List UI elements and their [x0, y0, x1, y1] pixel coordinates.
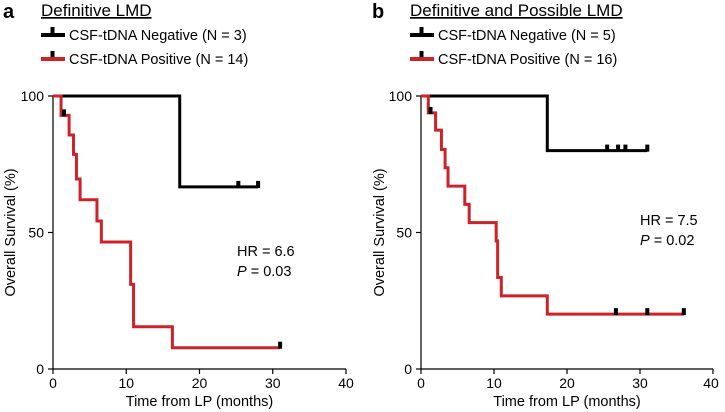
panel-b-y-axis-label: Overall Survival (%)	[372, 168, 388, 296]
panel-b-hr-text: HR = 7.5	[640, 213, 698, 229]
panel-a-xtick-label-20: 20	[192, 375, 208, 391]
panel-b-negative-survival-curve	[421, 94, 648, 153]
panel-a-letter: a	[3, 1, 15, 23]
panel-b-p-value: = 0.02	[650, 233, 695, 249]
panel-a-xtick-label-30: 30	[265, 375, 281, 391]
panel-b-legend-negative-label: CSF-tDNA Negative (N = 5)	[438, 28, 616, 44]
panel-b-title: Definitive and Possible LMD	[410, 1, 623, 20]
panel-b-legend-positive-label: CSF-tDNA Positive (N = 16)	[438, 52, 617, 68]
panel-b-negative-censor-mark-0	[605, 144, 610, 152]
panel-b-negative-censor-mark-2	[623, 144, 628, 152]
panel-a-negative-censor-mark-1	[256, 180, 261, 188]
panel-a-legend-negative-label: CSF-tDNA Negative (N = 3)	[69, 28, 247, 44]
panel-b-x-axis-label: Time from LP (months)	[493, 394, 640, 410]
panel-a-p-value-text: P = 0.03	[237, 264, 291, 280]
panel-a-title: Definitive LMD	[41, 1, 152, 20]
panel-a-x-axis-label: Time from LP (months)	[126, 394, 273, 410]
panel-b-ytick-label-100: 100	[389, 88, 413, 104]
panel-a-ytick-label-100: 100	[21, 88, 45, 104]
panel-b-axes: 0 50 100 0 10 20 30 40 Time from LP (mon…	[372, 88, 719, 410]
panel-a-legend-negative-censor	[50, 27, 55, 33]
panel-a-legend-positive-censor	[50, 51, 55, 57]
panel-b-p-symbol: P	[640, 233, 650, 249]
panel-b-negative-censor-mark-3	[645, 144, 650, 152]
panel-b-legend-negative-censor	[419, 27, 424, 33]
panel-b-ytick-label-0: 0	[404, 361, 412, 377]
panel-a-negative-survival-curve	[53, 94, 259, 189]
panel-a-negative-censor-mark-0	[236, 180, 241, 188]
panel-b-letter: b	[372, 1, 384, 23]
panel-a-legend-positive-label: CSF-tDNA Positive (N = 14)	[69, 52, 248, 68]
panel-b-positive-censor-mark-2	[645, 308, 650, 316]
panel-a-p-symbol: P	[237, 264, 247, 280]
panel-b-positive-survival-curve	[421, 94, 684, 316]
panel-a-axes: 0 50 100 0 10 20 30 40 Time from LP (mon…	[3, 88, 354, 410]
panel-a-p-value: = 0.03	[247, 264, 292, 280]
panel-b-negative-censor-mark-1	[616, 144, 621, 152]
panel-a: a Definitive LMD CSF-tDNA Negative (N = …	[3, 1, 354, 410]
panel-a-ytick-label-50: 50	[28, 225, 44, 241]
panel-b-positive-censor-mark-3	[681, 308, 686, 316]
panel-a-xtick-label-0: 0	[49, 375, 57, 391]
panel-b-xtick-label-10: 10	[486, 375, 502, 391]
panel-b-positive-censor-mark-0	[428, 106, 433, 114]
panel-b-plot-area	[421, 94, 686, 316]
panel-b: b Definitive and Possible LMD CSF-tDNA N…	[372, 1, 719, 410]
panel-a-ytick-label-0: 0	[36, 361, 44, 377]
panel-a-plot-area	[53, 94, 283, 350]
panel-a-xtick-label-40: 40	[338, 375, 354, 391]
panel-a-positive-censor-mark-1	[278, 341, 283, 349]
panel-b-positive-censor-mark-1	[613, 308, 618, 316]
panel-a-positive-survival-curve	[53, 94, 281, 350]
panel-b-xtick-label-20: 20	[559, 375, 575, 391]
panel-a-positive-censor-mark-0	[61, 109, 66, 117]
panel-a-hr-text: HR = 6.6	[237, 244, 295, 260]
panel-b-xtick-label-30: 30	[632, 375, 648, 391]
panel-b-xtick-label-0: 0	[417, 375, 425, 391]
panel-a-xtick-label-10: 10	[118, 375, 134, 391]
panel-a-y-axis-label: Overall Survival (%)	[3, 168, 19, 296]
panel-b-ytick-label-50: 50	[396, 225, 412, 241]
panel-b-p-value-text: P = 0.02	[640, 233, 694, 249]
panel-b-legend-positive-censor	[419, 51, 424, 57]
panel-b-xtick-label-40: 40	[703, 375, 719, 391]
